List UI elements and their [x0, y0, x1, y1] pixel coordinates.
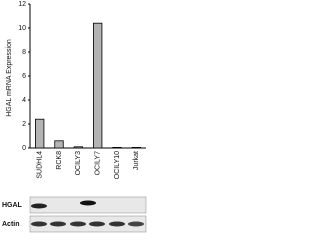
band	[89, 221, 105, 227]
band	[70, 221, 86, 227]
y-tick-label: 12	[18, 1, 26, 8]
y-tick-label: 0	[22, 145, 26, 152]
bar	[93, 22, 103, 149]
x-tick-label: SUDHL4	[37, 151, 44, 179]
band	[31, 203, 47, 209]
x-tick-label: OCILY3	[75, 151, 82, 175]
blot-label: Actin	[2, 221, 20, 228]
y-axis-label: HGAL mRNA Expression	[6, 39, 13, 117]
band	[109, 221, 125, 227]
bar	[131, 146, 141, 149]
blot-label: HGAL	[2, 202, 23, 209]
band	[80, 200, 96, 206]
band	[50, 221, 66, 227]
chart: HGAL mRNA Expression HGAL Actin 0 2 4 6 8 10 1…	[2, 1, 147, 233]
page: HGAL mRNA Expression HGAL Actin 0 2 4 6 8 10 1…	[2, 0, 147, 233]
band	[31, 221, 47, 227]
bar	[54, 140, 64, 149]
y-tick-label: 6	[22, 73, 26, 80]
x-tick-label: Jurkat	[133, 151, 140, 170]
x-tick-label: OCILY10	[114, 151, 121, 179]
y-tick-label: 8	[22, 49, 26, 56]
y-tick-label: 10	[18, 25, 26, 32]
bar	[112, 146, 122, 149]
y-tick-label: 4	[22, 97, 26, 104]
y-tick-label: 2	[22, 121, 26, 128]
x-tick-label: RCK8	[56, 151, 63, 170]
bar	[35, 118, 45, 149]
x-tick-label: OCILY7	[95, 151, 102, 175]
bar	[73, 146, 83, 149]
blot-actin	[29, 215, 147, 233]
band	[128, 221, 144, 227]
